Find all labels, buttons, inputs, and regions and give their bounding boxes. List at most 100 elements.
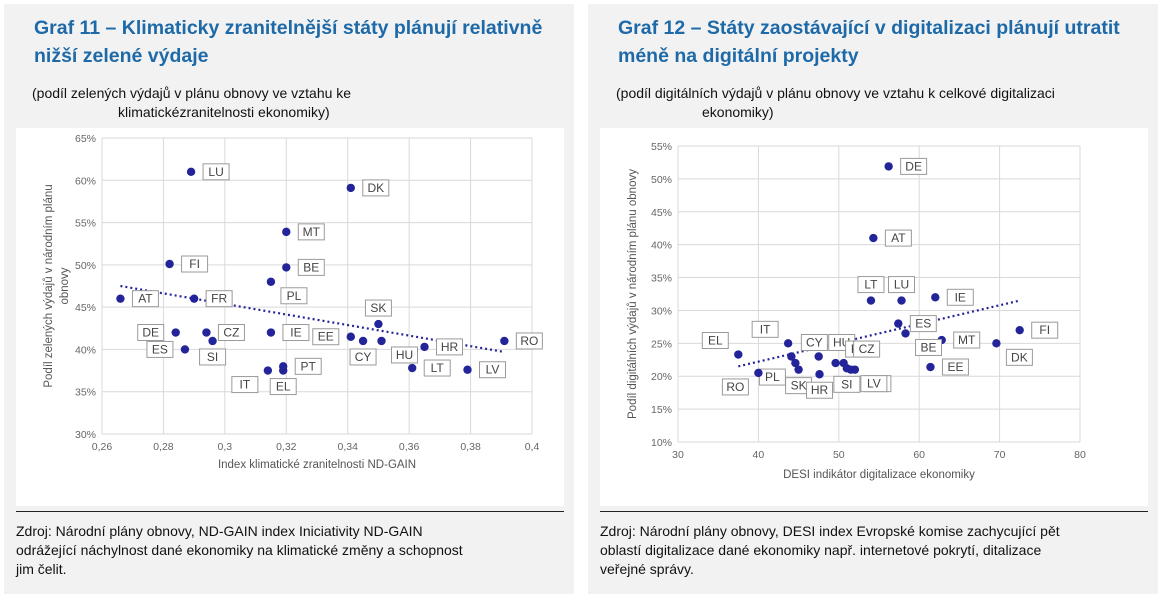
point-label: ES: [915, 317, 931, 331]
point-label-group: RO: [721, 378, 749, 396]
source-line-1: Zdroj: Národní plány obnovy, DESI index …: [600, 523, 1060, 539]
point-label-box: [202, 163, 230, 181]
point-label-box: [137, 324, 165, 342]
data-point: [186, 167, 196, 177]
point-label-group: LT: [423, 359, 451, 377]
y-tick-label: 45%: [651, 207, 672, 219]
point-label-box: [915, 338, 943, 356]
y-tick-label: 20%: [651, 371, 672, 383]
point-label-group: EL: [269, 378, 297, 396]
point-label-group: SI: [833, 375, 861, 393]
point-label-box: [946, 288, 974, 306]
data-point: [783, 339, 793, 348]
y-axis-label: Podíl digitálních výdajů v národním plán…: [627, 169, 639, 419]
x-tick-label: 0,32: [276, 441, 297, 453]
point-label-group: CZ: [217, 324, 245, 342]
point-label: EE: [947, 360, 963, 374]
point-label-box: [479, 361, 506, 379]
point-label-group: BE: [297, 258, 325, 276]
point-label: DE: [142, 326, 159, 340]
point-label-group: BE: [915, 338, 943, 356]
point-label-group: IT: [231, 376, 259, 394]
y-tick-label: 25%: [651, 338, 672, 350]
data-point: [189, 294, 199, 303]
point-label-group: PL: [758, 368, 786, 386]
point-label-box: [909, 315, 937, 333]
point-label-group: CZ: [853, 340, 881, 358]
point-label: EE: [318, 330, 334, 344]
point-label-group: EE: [312, 328, 340, 346]
point-label-group: MT: [953, 331, 981, 349]
scatter-svg-right: 30 40 50 60 70 80 10% 15% 20% 25% 30% 35% 40% 45% 50% 5…: [627, 141, 1086, 481]
point-label-box: [1005, 348, 1033, 366]
point-label-group: IT: [751, 320, 779, 338]
x-tick-label: 0,3: [218, 441, 233, 453]
point-label-box: [297, 258, 325, 276]
data-point: [266, 277, 276, 286]
point-label: MT: [958, 333, 976, 347]
data-point: [282, 227, 291, 237]
point-label: CY: [355, 350, 372, 364]
point-label-group: MT: [297, 223, 325, 241]
point-label-group: IE: [282, 324, 310, 342]
point-label-group: LV: [860, 375, 888, 393]
point-label: LT: [864, 278, 878, 292]
point-label: PL: [287, 289, 302, 303]
data-point: [931, 293, 940, 302]
point-label: LU: [894, 278, 909, 292]
subtitle-line-2: klimatickézranitelnosti ekonomiky): [118, 104, 330, 120]
point-label: BE: [303, 260, 319, 274]
point-label-box: [758, 368, 786, 386]
data-point: [171, 328, 180, 337]
point-label-group: SK: [785, 377, 813, 395]
point-label-box: [181, 255, 209, 273]
data-point: [279, 366, 288, 375]
point-label: EL: [708, 334, 723, 348]
data-point: [202, 328, 211, 337]
point-label-group: LU: [888, 276, 916, 294]
data-point: [1015, 325, 1024, 335]
data-point: [787, 352, 796, 361]
point-label: SI: [207, 350, 218, 364]
point-label: LU: [208, 165, 223, 179]
point-label-box: [888, 276, 916, 294]
point-label-box: [857, 276, 885, 294]
point-label: HR: [441, 340, 459, 354]
point-label-box: [269, 378, 297, 396]
point-label: PT: [301, 359, 317, 373]
x-tick-label: 0,38: [460, 441, 481, 453]
y-tick-label: 30%: [651, 305, 672, 317]
y-axis-label: Podíl zelených výdajů v národním plánu: [43, 184, 55, 387]
point-label: CZ: [859, 342, 875, 356]
point-label-box: [436, 338, 463, 356]
data-point: [992, 339, 1001, 348]
point-label-box: [884, 229, 912, 247]
point-label-group: HU: [391, 346, 418, 364]
data-point: [791, 358, 800, 368]
point-label-box: [833, 375, 861, 393]
data-point: [374, 319, 383, 329]
point-label-group: SI: [199, 348, 227, 366]
chart-title-left: Graf 11 – Klimaticky zranitelnější státy…: [34, 17, 543, 67]
point-label-group: IE: [946, 288, 974, 306]
point-label: IT: [760, 322, 771, 336]
data-point: [897, 296, 906, 305]
point-label-box: [701, 332, 729, 350]
point-label-box: [1031, 321, 1059, 339]
point-label: PL: [765, 370, 780, 384]
subtitle-line-1: (podíl zelených výdajů v plánu obnovy ve…: [32, 85, 352, 101]
point-label-group: CY: [349, 348, 377, 366]
y-tick-label: 50%: [75, 260, 96, 272]
point-label-box: [312, 328, 340, 346]
point-label: IE: [290, 326, 301, 340]
x-tick-label: 0,34: [337, 441, 358, 453]
x-tick-label: 70: [994, 449, 1006, 461]
x-tick-label: 0,28: [153, 441, 174, 453]
point-label-group: FI: [181, 255, 209, 273]
point-label-box: [953, 331, 981, 349]
data-point: [420, 342, 429, 352]
point-label-group: DE: [137, 324, 165, 342]
subtitle-line-2: ekonomiky): [702, 104, 774, 120]
data-point: [263, 366, 273, 375]
point-label: DE: [905, 159, 922, 173]
